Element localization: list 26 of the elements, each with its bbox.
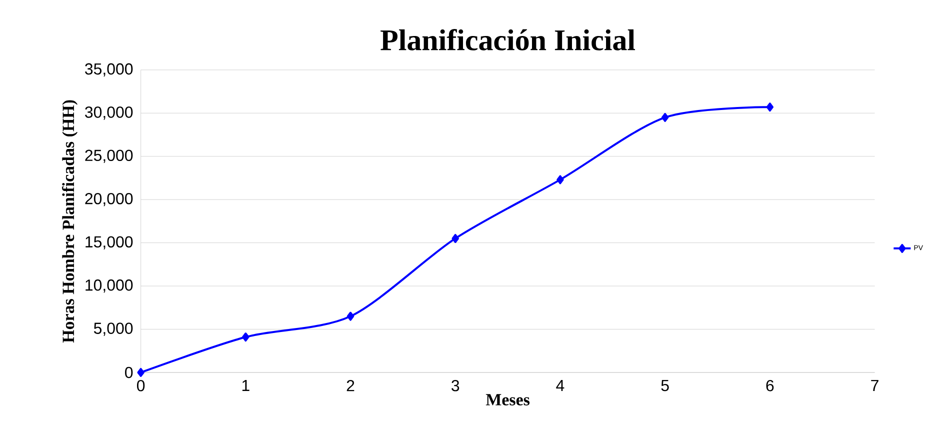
y-tick-label: 10,000: [86, 279, 133, 292]
point: [242, 332, 250, 342]
y-tick-label: 15,000: [86, 236, 133, 250]
y-tick-label: 5,000: [94, 322, 133, 336]
x-tick-label: 4: [556, 380, 564, 391]
x-tick-label: 0: [136, 380, 145, 392]
x-tick-label: 3: [452, 380, 460, 392]
y-axis-title: Horas Hombre Planificadas (HH): [62, 100, 78, 342]
y-tick-label: 35,000: [85, 63, 133, 76]
point: [556, 175, 564, 184]
chart-title: Planificación Inicial: [380, 28, 636, 50]
point: [766, 102, 774, 112]
point: [452, 234, 459, 243]
x-tick-label: 6: [766, 380, 774, 392]
x-tick-label: 2: [346, 380, 354, 391]
x-tick-label: 5: [661, 380, 669, 391]
x-tick-label: 1: [242, 380, 250, 391]
point: [137, 368, 144, 377]
point: [661, 112, 669, 122]
point: [346, 312, 354, 321]
y-tick-label: 25,000: [85, 150, 133, 163]
x-axis-title: Meses: [486, 394, 530, 406]
y-tick-label: 0: [125, 366, 133, 378]
x-tick-label: 7: [871, 380, 878, 391]
y-tick-label: 30,000: [85, 106, 133, 120]
y-tick-label: 20,000: [85, 192, 133, 206]
